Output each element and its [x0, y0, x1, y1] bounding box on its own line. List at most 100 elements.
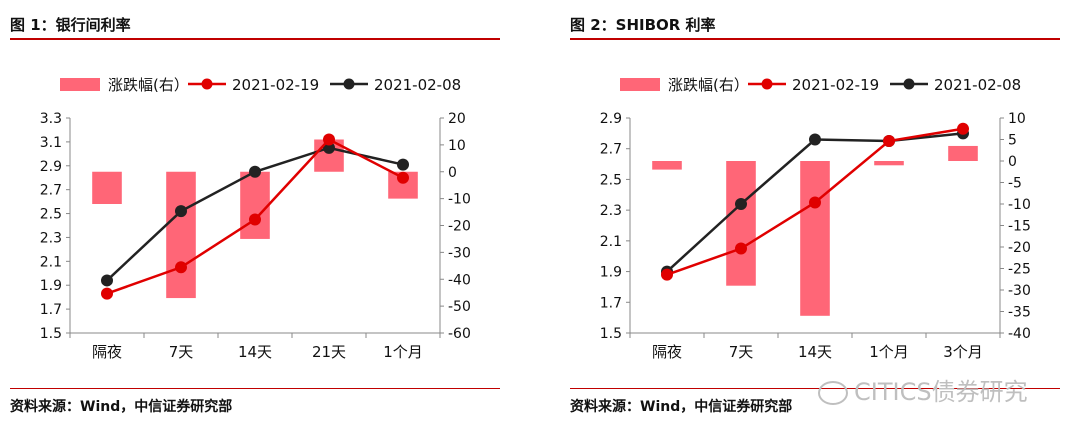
source-rule [10, 388, 500, 389]
x-tick-label: 14天 [238, 343, 272, 361]
data-point [397, 158, 409, 171]
right-tick-label: -30 [448, 245, 471, 261]
bar [240, 171, 270, 239]
right-tick-label: 0 [1008, 154, 1017, 170]
source-note: 资料来源：Wind，中信证券研究部 [10, 399, 233, 415]
bar [948, 145, 978, 161]
left-tick-label: 3.1 [40, 135, 62, 151]
legend-marker [343, 78, 355, 90]
left-tick-label: 1.7 [600, 295, 622, 311]
right-tick-label: 0 [448, 165, 457, 181]
data-point [735, 242, 747, 255]
legend-bar-swatch [620, 78, 660, 91]
right-tick-label: 10 [1008, 111, 1026, 127]
left-tick-label: 2.3 [600, 203, 622, 219]
legend-marker [903, 78, 915, 90]
right-tick-label: -25 [1008, 262, 1031, 278]
right-tick-label: -20 [448, 219, 471, 235]
figure-title: 图 1：银行间利率 [10, 16, 131, 34]
data-point [175, 261, 187, 274]
right-tick-label: -15 [1008, 219, 1031, 235]
source-note: 资料来源：Wind，中信证券研究部 [570, 399, 793, 415]
bar [166, 171, 196, 299]
left-tick-label: 2.7 [600, 142, 622, 158]
x-tick-label: 隔夜 [92, 343, 122, 361]
data-point [323, 133, 335, 146]
left-tick-label: 2.3 [40, 230, 62, 246]
data-point [323, 141, 335, 154]
data-point [101, 287, 113, 300]
data-point [175, 205, 187, 218]
right-tick-label: -5 [1008, 176, 1022, 192]
watermark: CITICS债券研究 [818, 372, 1028, 407]
chart-panel-2: 图 2：SHIBOR 利率 涨跌幅(右） 2021-02-19 2021-02-08… [560, 0, 1080, 440]
data-point [661, 268, 673, 281]
data-point [249, 165, 261, 178]
x-tick-label: 1个月 [869, 343, 909, 361]
legend-label: 2021-02-08 [934, 76, 1021, 94]
left-tick-label: 1.7 [40, 302, 62, 318]
data-point [883, 135, 895, 148]
figure-title: 图 2：SHIBOR 利率 [570, 16, 716, 34]
source-rule [570, 388, 1060, 389]
right-tick-label: -10 [448, 192, 471, 208]
wechat-icon [818, 381, 848, 405]
chart-panel-1: 图 1：银行间利率 涨跌幅(右） 2021-02-19 2021-02-08 3.3 3… [0, 0, 520, 440]
left-tick-label: 2.5 [600, 172, 622, 188]
legend-label: 涨跌幅(右） [108, 76, 189, 94]
legend-label: 涨跌幅(右） [668, 76, 749, 94]
title-rule [570, 38, 1060, 40]
left-tick-label: 2.5 [40, 207, 62, 223]
right-tick-label: -40 [448, 272, 471, 288]
left-tick-label: 1.9 [600, 265, 622, 281]
data-point [397, 171, 409, 184]
data-point [957, 122, 969, 135]
right-tick-label: 10 [448, 138, 466, 154]
x-tick-label: 隔夜 [652, 343, 682, 361]
legend-marker [761, 78, 773, 90]
bar [874, 161, 904, 166]
right-tick-label: 20 [448, 111, 466, 127]
left-tick-label: 1.5 [40, 326, 62, 342]
data-point [735, 198, 747, 210]
data-point [101, 274, 113, 287]
left-tick-label: 2.7 [40, 183, 62, 199]
legend-label: 2021-02-19 [792, 76, 879, 94]
right-tick-label: 5 [1008, 133, 1017, 149]
data-point [809, 133, 821, 146]
left-tick-label: 1.9 [40, 278, 62, 294]
watermark-text: CITICS债券研究 [854, 378, 1028, 406]
x-tick-label: 3个月 [943, 343, 983, 361]
x-tick-label: 7天 [169, 343, 194, 361]
x-tick-label: 1个月 [383, 343, 423, 361]
right-tick-label: -30 [1008, 283, 1031, 299]
legend-bar-swatch [60, 78, 100, 91]
data-point [809, 196, 821, 209]
bar [652, 161, 682, 170]
legend-marker [201, 78, 213, 90]
title-rule [10, 38, 500, 40]
chart-1: 涨跌幅(右） 2021-02-19 2021-02-08 3.3 3.1 2.9 2.7 2.… [40, 76, 471, 361]
data-point [249, 213, 261, 226]
x-tick-label: 7天 [729, 343, 754, 361]
left-tick-label: 2.9 [600, 111, 622, 127]
right-tick-label: -20 [1008, 240, 1031, 256]
legend-label: 2021-02-19 [232, 76, 319, 94]
left-tick-label: 2.1 [40, 254, 62, 270]
bar [92, 171, 122, 204]
left-tick-label: 2.9 [40, 159, 62, 175]
legend-label: 2021-02-08 [374, 76, 461, 94]
left-tick-label: 3.3 [40, 111, 62, 127]
x-tick-label: 21天 [312, 343, 346, 361]
bar [800, 161, 830, 316]
chart-2: 涨跌幅(右） 2021-02-19 2021-02-08 2.9 2.7 2.5 2.3 2.… [600, 76, 1031, 361]
x-tick-label: 14天 [798, 343, 832, 361]
right-tick-label: -60 [448, 326, 471, 342]
left-tick-label: 1.5 [600, 326, 622, 342]
right-tick-label: -40 [1008, 326, 1031, 342]
left-tick-label: 2.1 [600, 234, 622, 250]
bar [726, 161, 756, 286]
right-tick-label: -10 [1008, 197, 1031, 213]
right-tick-label: -35 [1008, 305, 1031, 321]
right-tick-label: -50 [448, 299, 471, 315]
